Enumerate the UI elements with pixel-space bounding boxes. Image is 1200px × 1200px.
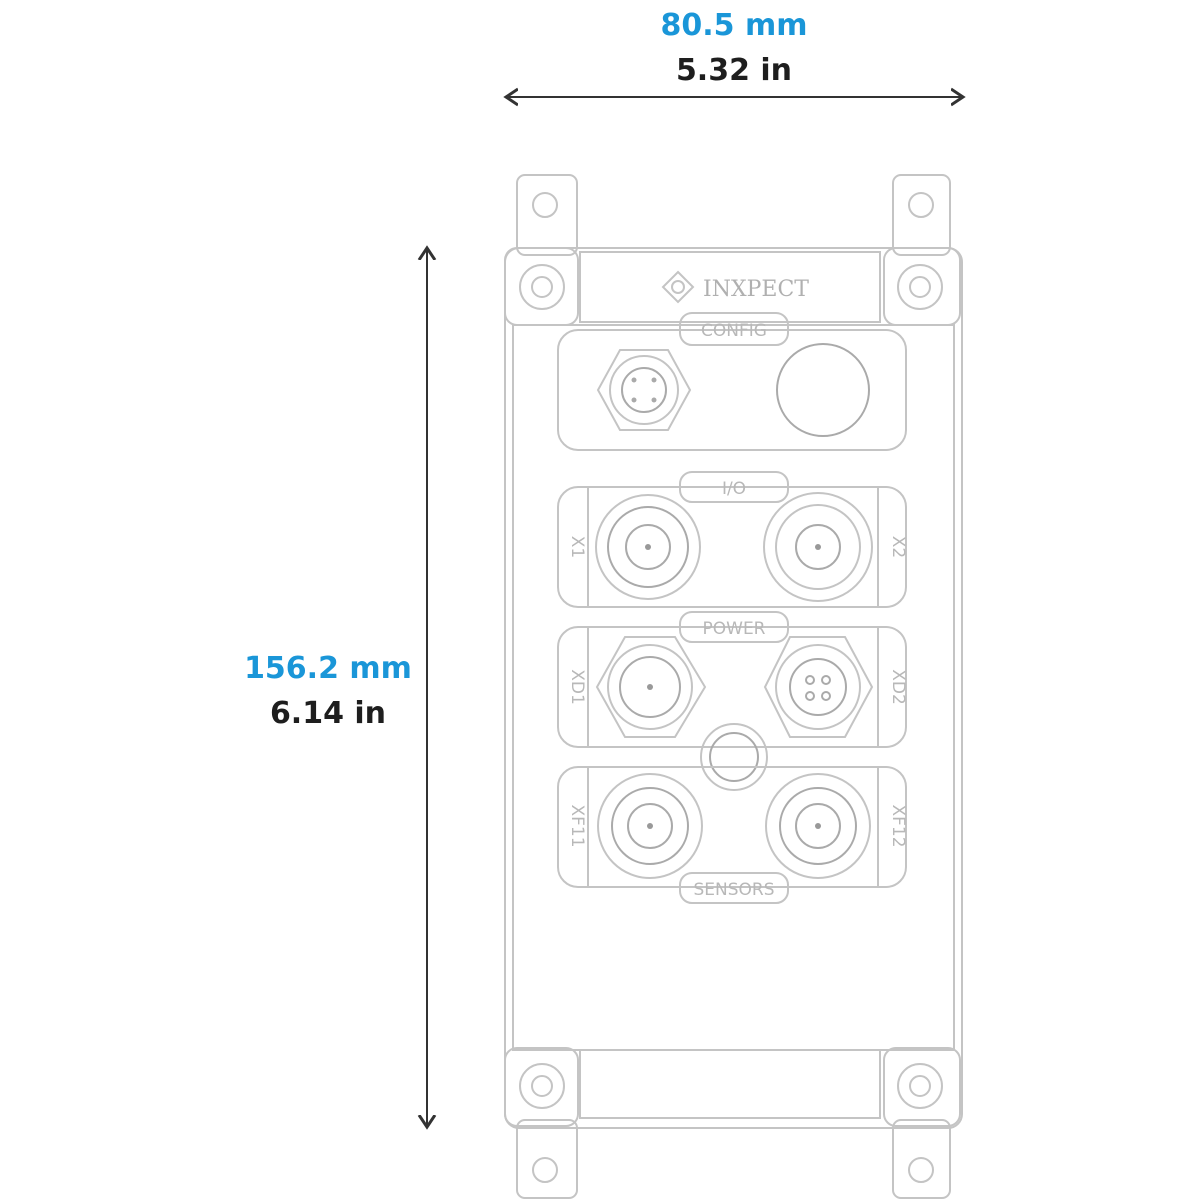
power-section: POWER XD1 XD2 bbox=[557, 611, 908, 748]
connector-xd1 bbox=[595, 636, 707, 738]
x2-label: X2 bbox=[888, 536, 908, 558]
xd1-label: XD1 bbox=[567, 669, 587, 705]
io-section: I/O X1 X2 bbox=[557, 471, 908, 608]
inxpect-logo-icon bbox=[661, 270, 695, 304]
status-led bbox=[700, 723, 768, 791]
config-section: CONFIG bbox=[557, 312, 907, 451]
config-connector bbox=[596, 349, 692, 431]
connector-x1 bbox=[595, 494, 701, 600]
device-outline bbox=[504, 174, 963, 1199]
brand-name: INXPECT bbox=[703, 277, 809, 302]
io-label: I/O bbox=[722, 479, 746, 499]
connector-xf12 bbox=[765, 773, 871, 879]
height-in-label: 6.14 in bbox=[270, 696, 386, 731]
sensors-section: SENSORS XF11 XF12 bbox=[557, 766, 908, 904]
xf11-label: XF11 bbox=[567, 804, 587, 847]
config-blank-port bbox=[776, 343, 870, 437]
width-mm-label: 80.5 mm bbox=[661, 8, 808, 43]
connector-xf11 bbox=[597, 773, 703, 879]
config-label: CONFIG bbox=[701, 321, 767, 341]
connector-x2 bbox=[763, 492, 873, 602]
width-in-label: 5.32 in bbox=[676, 53, 792, 88]
xd2-label: XD2 bbox=[888, 669, 908, 705]
power-label: POWER bbox=[703, 619, 766, 639]
height-mm-label: 156.2 mm bbox=[244, 651, 412, 686]
brand-logo: INXPECT bbox=[661, 270, 809, 304]
xf12-label: XF12 bbox=[888, 804, 908, 847]
x1-label: X1 bbox=[567, 536, 587, 558]
connector-xd2 bbox=[763, 636, 874, 738]
sensors-label: SENSORS bbox=[693, 880, 774, 900]
